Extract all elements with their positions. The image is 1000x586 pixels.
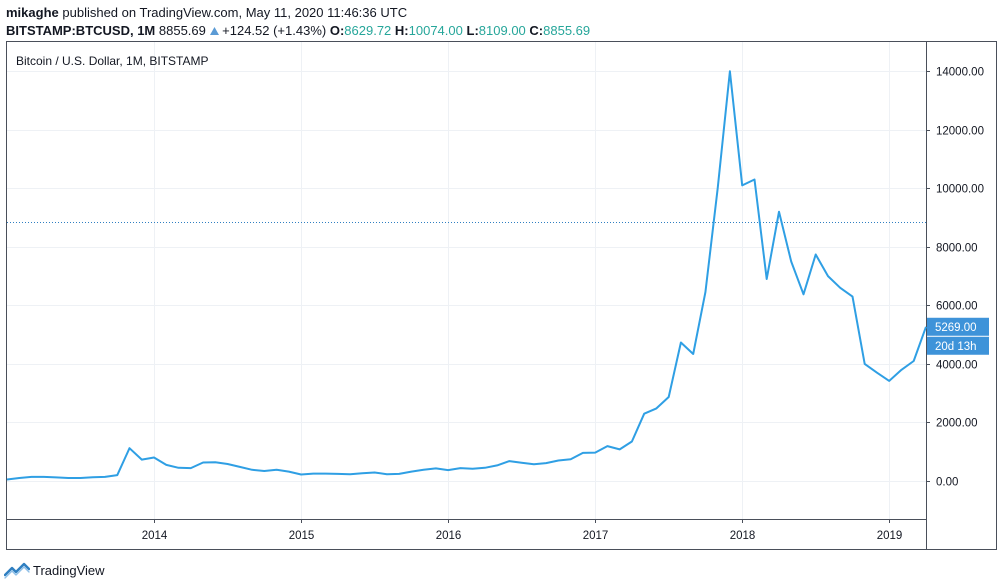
tradingview-logo-icon[interactable] — [4, 560, 30, 580]
price-labels: 5269.00 20d 13h — [927, 317, 989, 355]
time-tick-label: 2017 — [583, 530, 609, 542]
price-axis: 0.00 2000.00 4000.00 6000.00 8000.00 10000.00… — [926, 67, 984, 489]
author-name[interactable]: mikaghe — [6, 5, 59, 20]
symbol-legend: BITSTAMP:BTCUSD, 1M 8855.69 +124.52 (+1.… — [6, 22, 590, 39]
close-label: C: — [529, 23, 544, 38]
time-axis: 2014 2015 2016 2017 2018 2019 — [142, 519, 903, 542]
price-tick-label: 10000.00 — [936, 184, 984, 196]
high-label: H: — [394, 23, 409, 38]
price-change: +124.52 (+1.43%) — [222, 23, 327, 38]
price-tick-label: 8000.00 — [936, 243, 978, 255]
time-tick-label: 2014 — [142, 530, 168, 542]
time-tick-label: 2016 — [436, 530, 462, 542]
chart-title: Bitcoin / U.S. Dollar, 1M, BITSTAMP — [16, 54, 209, 68]
price-chart[interactable]: 0.00 2000.00 4000.00 6000.00 8000.00 10000.00… — [0, 40, 1000, 555]
price-tick-label: 4000.00 — [936, 360, 978, 372]
close-value: 8855.69 — [543, 23, 591, 38]
publish-text: published on TradingView.com, May 11, 20… — [62, 5, 408, 20]
price-tick-label: 6000.00 — [936, 301, 978, 313]
open-value: 8629.72 — [344, 23, 392, 38]
price-tick-label: 12000.00 — [936, 126, 984, 138]
price-tick-label: 14000.00 — [936, 67, 984, 79]
high-value: 10074.00 — [408, 23, 463, 38]
time-tick-label: 2018 — [730, 530, 756, 542]
open-label: O: — [329, 23, 345, 38]
countdown-badge-text: 20d 13h — [935, 341, 977, 353]
footer: TradingView — [4, 559, 105, 581]
low-value: 8109.00 — [478, 23, 526, 38]
last-price: 8855.69 — [158, 23, 206, 38]
grid — [7, 42, 926, 519]
time-tick-label: 2015 — [289, 530, 315, 542]
last-price-badge — [927, 317, 989, 336]
price-tick-label: 0.00 — [936, 477, 958, 489]
last-price-badge-text: 5269.00 — [935, 322, 977, 334]
low-label: L: — [466, 23, 479, 38]
countdown-badge — [927, 336, 989, 355]
axes — [7, 42, 927, 549]
symbol-label: BITSTAMP:BTCUSD, 1M — [6, 23, 156, 38]
chart-frame — [6, 41, 997, 550]
time-tick-label: 2019 — [877, 530, 903, 542]
price-series-line — [6, 70, 927, 481]
price-tick-label: 2000.00 — [936, 418, 978, 430]
triangle-up-icon — [209, 27, 219, 35]
publish-info: mikaghe published on TradingView.com, Ma… — [6, 4, 407, 21]
tradingview-brand[interactable]: TradingView — [33, 562, 105, 578]
